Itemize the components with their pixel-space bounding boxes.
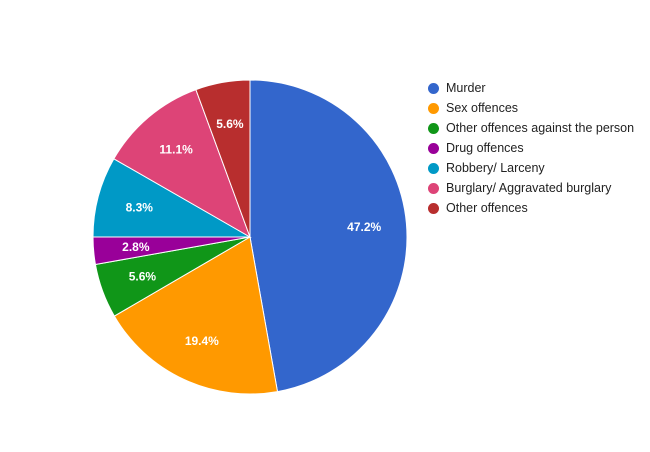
legend-item-5: Burglary/ Aggravated burglary xyxy=(428,180,638,196)
legend-label: Robbery/ Larceny xyxy=(446,161,545,175)
legend-item-0: Murder xyxy=(428,80,638,96)
pie-slice-1 xyxy=(113,236,279,395)
pie-slice-5 xyxy=(113,88,251,239)
pie-slice-6 xyxy=(195,79,251,238)
pie-slice-labels: 47.2% 19.4% 5.6% 2.8% 8.3% 11.1% 5.6% xyxy=(122,117,381,348)
legend-label: Other offences against the person xyxy=(446,121,635,135)
legend-label: Murder xyxy=(446,81,486,95)
slice-label-6: 5.6% xyxy=(216,117,244,131)
legend-swatch-icon xyxy=(428,203,439,214)
legend-swatch-icon xyxy=(428,83,439,94)
legend: Murder Sex offences Other offences against… xyxy=(428,80,638,220)
legend-item-4: Robbery/ Larceny xyxy=(428,160,638,176)
legend-label: Drug offences xyxy=(446,141,524,155)
legend-label: Sex offences xyxy=(446,101,519,115)
slice-label-1: 19.4% xyxy=(185,334,219,348)
pie-slice-0 xyxy=(249,79,408,393)
pie-slices xyxy=(92,79,408,395)
legend-item-6: Other offences xyxy=(428,200,638,216)
slice-label-3: 2.8% xyxy=(122,240,150,254)
legend-label: Other offences xyxy=(446,201,528,215)
legend-swatch-icon xyxy=(428,103,439,114)
slice-label-5: 11.1% xyxy=(159,142,193,156)
legend-item-3: Drug offences xyxy=(428,140,638,156)
slice-label-4: 8.3% xyxy=(126,200,154,214)
legend-item-2: Other offences against the person xyxy=(428,120,638,136)
legend-swatch-icon xyxy=(428,123,439,134)
slice-label-2: 5.6% xyxy=(129,269,157,283)
slice-label-0: 47.2% xyxy=(347,220,381,234)
legend-label: Burglary/ Aggravated burglary xyxy=(446,181,612,195)
legend-swatch-icon xyxy=(428,183,439,194)
legend-item-1: Sex offences xyxy=(428,100,638,116)
legend-swatch-icon xyxy=(428,163,439,174)
legend-swatch-icon xyxy=(428,143,439,154)
